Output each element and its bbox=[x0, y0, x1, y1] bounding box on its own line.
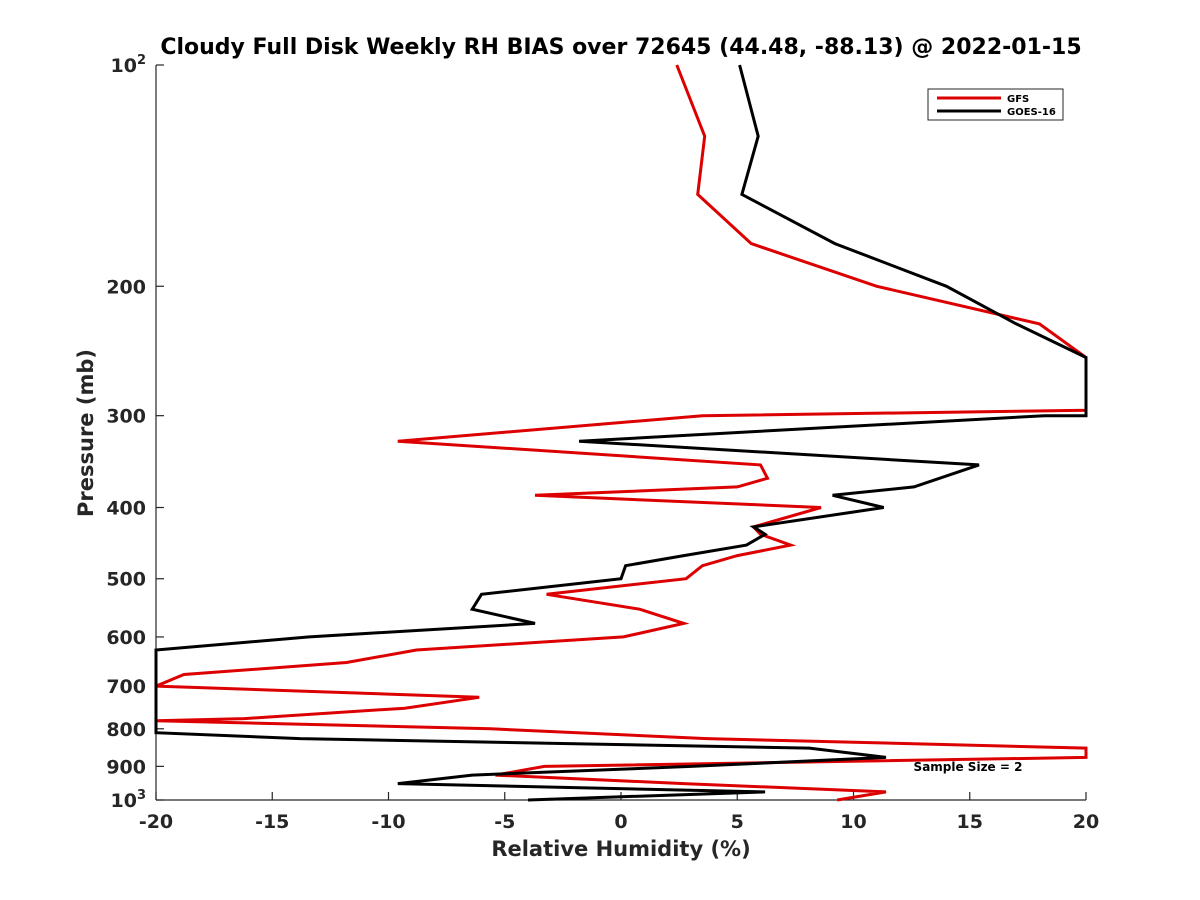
y-tick-label: 700 bbox=[106, 676, 146, 698]
x-tick-label: 5 bbox=[731, 811, 744, 833]
x-tick-label: 10 bbox=[840, 811, 866, 833]
y-tick-label: 200 bbox=[106, 276, 146, 298]
chart-title: Cloudy Full Disk Weekly RH BIAS over 726… bbox=[160, 35, 1081, 60]
series-line-goes-16 bbox=[154, 64, 1088, 802]
legend-entries: GFS GOES-16 bbox=[937, 94, 1056, 118]
y-tick-label: 900 bbox=[106, 756, 146, 778]
y-tick-label: 103 bbox=[111, 788, 147, 812]
y-tick-label: 800 bbox=[106, 719, 146, 741]
sample-size-annotation: Sample Size = 2 bbox=[914, 760, 1023, 774]
y-tick-label: 500 bbox=[106, 569, 146, 591]
y-axis-ticks: 102 200 300 400 500 600 700 800 900 103 bbox=[106, 53, 164, 812]
x-tick-label: 20 bbox=[1073, 811, 1099, 833]
legend: GFS GOES-16 bbox=[927, 88, 1064, 121]
x-tick-label: -15 bbox=[255, 811, 289, 833]
series-layer bbox=[154, 64, 1088, 802]
legend-box bbox=[927, 88, 1064, 121]
x-tick-label: 15 bbox=[957, 811, 983, 833]
y-axis-title: Pressure (mb) bbox=[74, 349, 98, 517]
legend-label: GOES-16 bbox=[1007, 107, 1056, 118]
y-tick-label: 400 bbox=[106, 498, 146, 520]
legend-label: GFS bbox=[1007, 94, 1029, 105]
y-tick-label: 600 bbox=[106, 627, 146, 649]
x-tick-label: 0 bbox=[614, 811, 627, 833]
y-tick-label: 102 bbox=[111, 53, 147, 77]
x-tick-label: -5 bbox=[494, 811, 515, 833]
x-tick-label: -20 bbox=[139, 811, 173, 833]
x-tick-label: -10 bbox=[371, 811, 405, 833]
y-tick-label: 300 bbox=[106, 406, 146, 428]
x-axis-title: Relative Humidity (%) bbox=[491, 837, 750, 861]
x-axis-ticks: -20 -15 -10 -5 0 5 10 15 20 bbox=[139, 792, 1099, 833]
